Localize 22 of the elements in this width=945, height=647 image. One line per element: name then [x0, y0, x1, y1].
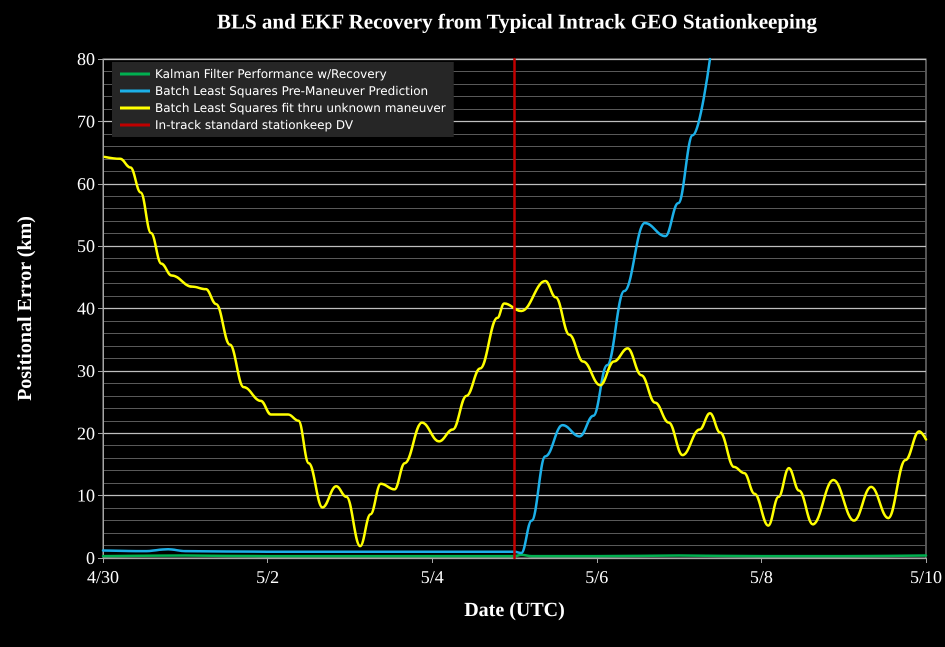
x-tick-label: 5/6 — [585, 567, 608, 587]
y-tick-label: 10 — [77, 486, 95, 506]
x-tick-label: 5/4 — [420, 567, 444, 587]
y-tick-label: 40 — [77, 298, 95, 318]
legend-label: Batch Least Squares fit thru unknown maneuver — [155, 101, 446, 115]
y-tick-label: 20 — [77, 423, 95, 444]
legend-label: Batch Least Squares Pre-Maneuver Prediction — [155, 84, 428, 98]
x-tick-label: 5/2 — [256, 567, 280, 587]
y-axis-title: Positional Error (km) — [14, 216, 36, 401]
y-tick-label: 50 — [77, 236, 95, 256]
y-tick-label: 70 — [77, 111, 95, 132]
y-tick-label: 0 — [86, 548, 95, 568]
legend-label: Kalman Filter Performance w/Recovery — [155, 67, 387, 81]
y-tick-label: 60 — [77, 174, 95, 194]
y-tick-label: 30 — [77, 360, 95, 381]
x-axis-title: Date (UTC) — [464, 599, 565, 621]
x-tick-label: 5/10 — [910, 567, 942, 587]
chart-title: BLS and EKF Recovery from Typical Intrack GEO Stationkeeping — [216, 10, 818, 34]
x-tick-label: 4/30 — [86, 567, 120, 587]
x-tick-label: 5/8 — [750, 567, 773, 587]
y-tick-label: 80 — [77, 49, 95, 69]
legend-label: In-track standard stationkeep DV — [155, 118, 354, 132]
